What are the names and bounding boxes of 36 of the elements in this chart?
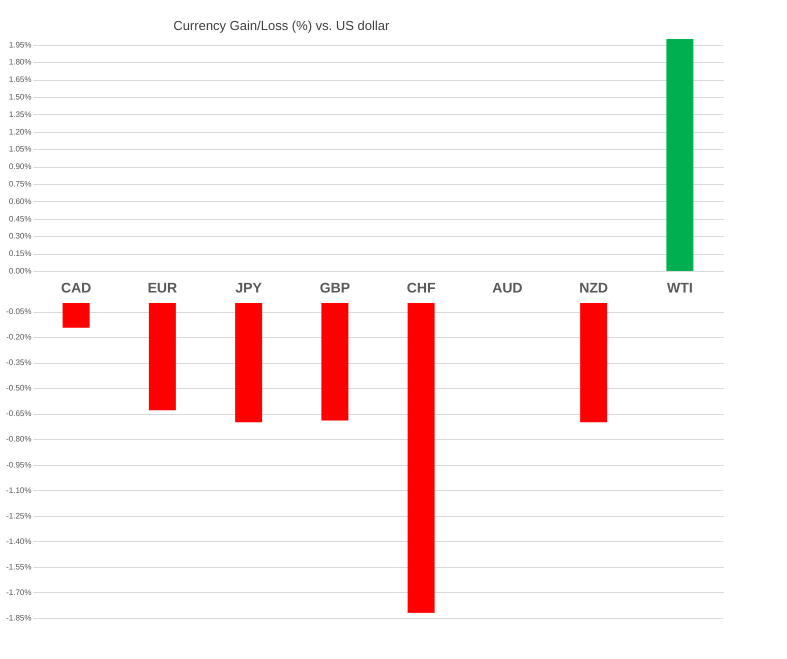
y-tick-label: 0.60% [8, 196, 32, 206]
x-tick-label: NZD [579, 280, 608, 296]
y-tick-label: 0.75% [8, 180, 32, 188]
y-tick-label: -1.70% [6, 588, 32, 597]
y-tick-label: 0.00% [8, 266, 32, 276]
y-tick-label: -1.40% [6, 536, 32, 546]
y-tick-label: -0.65% [6, 409, 32, 418]
y-tick-label: -1.55% [6, 562, 32, 572]
y-tick-label: 0.45% [8, 214, 32, 224]
y-tick-label: 1.95% [8, 40, 32, 50]
x-tick-label: JPY [235, 280, 263, 296]
y-tick-label: 0.90% [8, 162, 32, 172]
y-tick-label: 1.05% [8, 144, 32, 154]
x-tick-label: EUR [148, 280, 178, 296]
y-tick-label: -1.25% [6, 511, 32, 520]
chart-title: Currency Gain/Loss (%) vs. US dollar [173, 18, 390, 33]
y-tick-label: 1.80% [8, 58, 32, 67]
x-tick-label: CHF [406, 280, 436, 296]
y-tick-label: -0.80% [6, 434, 32, 444]
x-tick-label: WTI [667, 280, 693, 296]
x-tick-label: GBP [320, 280, 350, 296]
y-tick-label: -0.05% [6, 307, 32, 316]
y-tick-label: 1.65% [8, 75, 32, 84]
y-tick-label: 1.20% [8, 127, 32, 136]
x-tick-label: CAD [60, 280, 92, 296]
y-tick-label: -0.35% [6, 358, 32, 368]
y-tick-label: -0.50% [6, 384, 32, 393]
y-tick-label: -1.85% [6, 614, 32, 622]
y-tick-label: -0.95% [6, 460, 32, 470]
y-tick-label: 0.30% [8, 232, 32, 241]
y-tick-label: -1.10% [6, 486, 32, 495]
y-tick-label: 1.35% [8, 110, 32, 119]
x-tick-label: AUD [492, 280, 523, 296]
y-tick-label: -0.20% [6, 332, 32, 342]
y-tick-label: 0.15% [8, 249, 32, 258]
y-tick-label: 1.50% [8, 92, 32, 102]
